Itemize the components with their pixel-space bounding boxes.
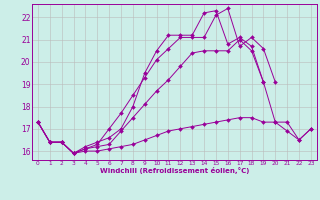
- X-axis label: Windchill (Refroidissement éolien,°C): Windchill (Refroidissement éolien,°C): [100, 167, 249, 174]
